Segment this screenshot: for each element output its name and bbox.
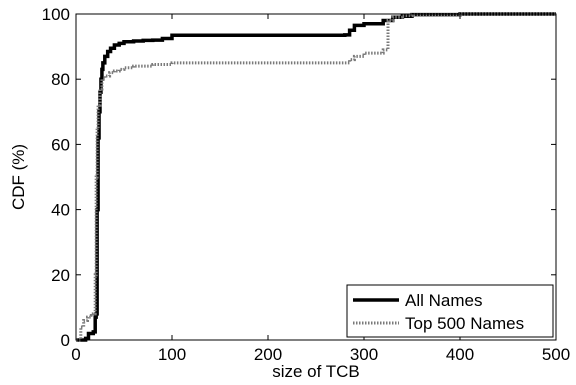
plot-frame	[75, 13, 557, 341]
x-tick-label: 500	[542, 345, 570, 364]
x-tick-label: 200	[254, 345, 282, 364]
series-line-all-names	[76, 12, 556, 342]
x-tick-label: 0	[71, 345, 80, 364]
legend: All Names Top 500 Names	[346, 284, 554, 338]
y-tick-label: 60	[51, 135, 70, 154]
x-tick-label: 100	[158, 345, 186, 364]
y-axis-label: CDF (%)	[9, 144, 28, 210]
series-layer	[76, 12, 556, 342]
y-tick-label: 100	[42, 5, 70, 24]
x-tick-label: 300	[350, 345, 378, 364]
y-tick-label: 40	[51, 201, 70, 220]
x-axis-label: size of TCB	[272, 362, 360, 381]
x-tick-label: 400	[446, 345, 474, 364]
y-tick-label: 20	[51, 266, 70, 285]
y-tick-label: 0	[61, 331, 70, 350]
y-tick-label: 80	[51, 70, 70, 89]
series-line-top-500-names	[76, 12, 556, 342]
legend-label-top-500-names: Top 500 Names	[405, 314, 524, 333]
legend-label-all-names: All Names	[405, 291, 482, 310]
legend-box	[346, 284, 554, 338]
ticks-layer: 0 100 200 300 400 500 0 20 40 60 80 100	[42, 5, 571, 364]
